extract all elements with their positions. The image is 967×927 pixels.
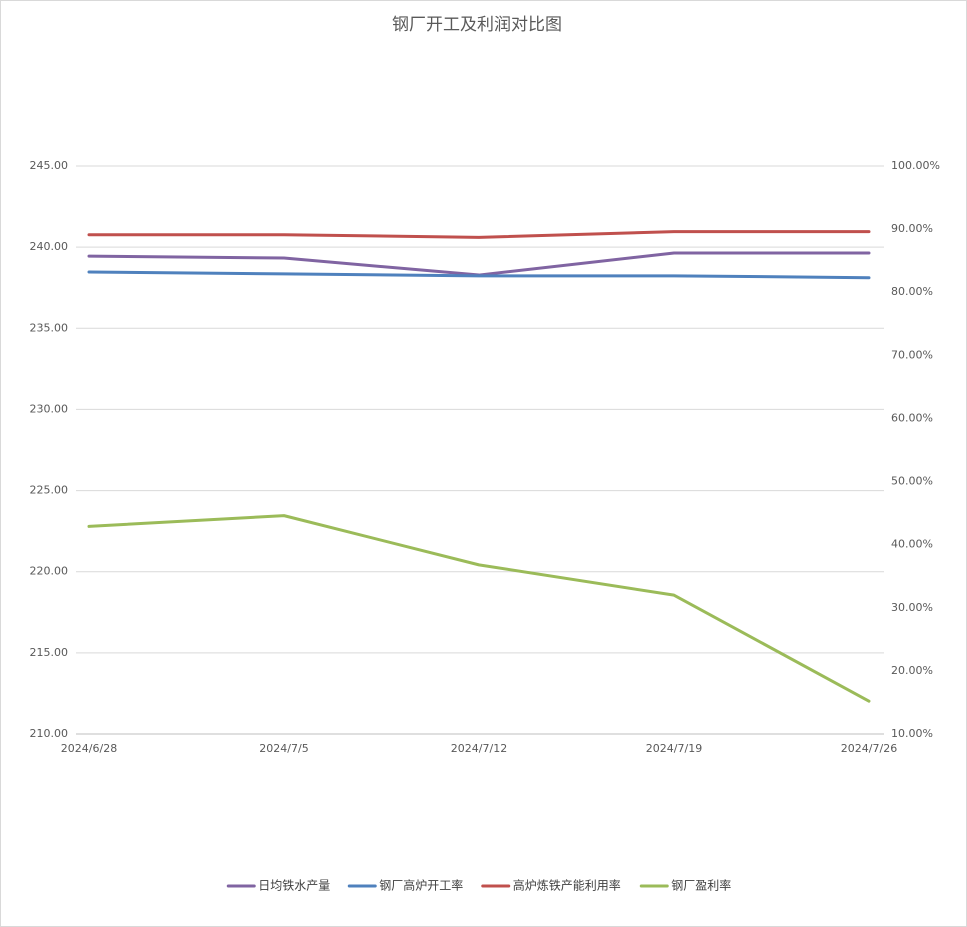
legend-label: 日均铁水产量 (258, 879, 330, 893)
y-tick-label: 210.00 (30, 727, 69, 740)
y2-tick-label: 40.00% (891, 538, 933, 551)
series-line (87, 270, 871, 280)
y-tick-label: 245.00 (30, 159, 69, 172)
x-tick-label: 2024/7/19 (646, 742, 702, 755)
series-line (87, 230, 871, 239)
y2-tick-label: 30.00% (891, 601, 933, 614)
legend-label: 钢厂盈利率 (671, 878, 731, 893)
y-tick-label: 215.00 (30, 646, 69, 659)
y2-tick-label: 60.00% (891, 411, 933, 424)
y-tick-label: 240.00 (30, 240, 69, 253)
y2-tick-label: 80.00% (891, 285, 933, 298)
y-tick-label: 225.00 (30, 484, 69, 497)
y2-tick-label: 70.00% (891, 348, 933, 361)
y-tick-label: 230.00 (30, 402, 69, 415)
y-tick-label: 220.00 (30, 565, 69, 578)
y2-tick-label: 90.00% (891, 222, 933, 235)
x-tick-label: 2024/6/28 (61, 742, 117, 755)
x-tick-label: 2024/7/12 (451, 742, 507, 755)
y2-tick-label: 10.00% (891, 727, 933, 740)
y2-tick-label: 50.00% (891, 475, 933, 488)
legend-label: 钢厂高炉开工率 (379, 878, 463, 893)
y2-tick-label: 100.00% (891, 159, 940, 172)
chart-title: 钢厂开工及利润对比图 (392, 15, 562, 35)
x-tick-label: 2024/7/5 (259, 742, 308, 755)
series-line (87, 514, 871, 703)
legend-label: 高炉炼铁产能利用率 (513, 878, 621, 893)
y2-tick-label: 20.00% (891, 664, 933, 677)
x-tick-label: 2024/7/26 (841, 742, 897, 755)
y-tick-label: 235.00 (30, 321, 69, 334)
